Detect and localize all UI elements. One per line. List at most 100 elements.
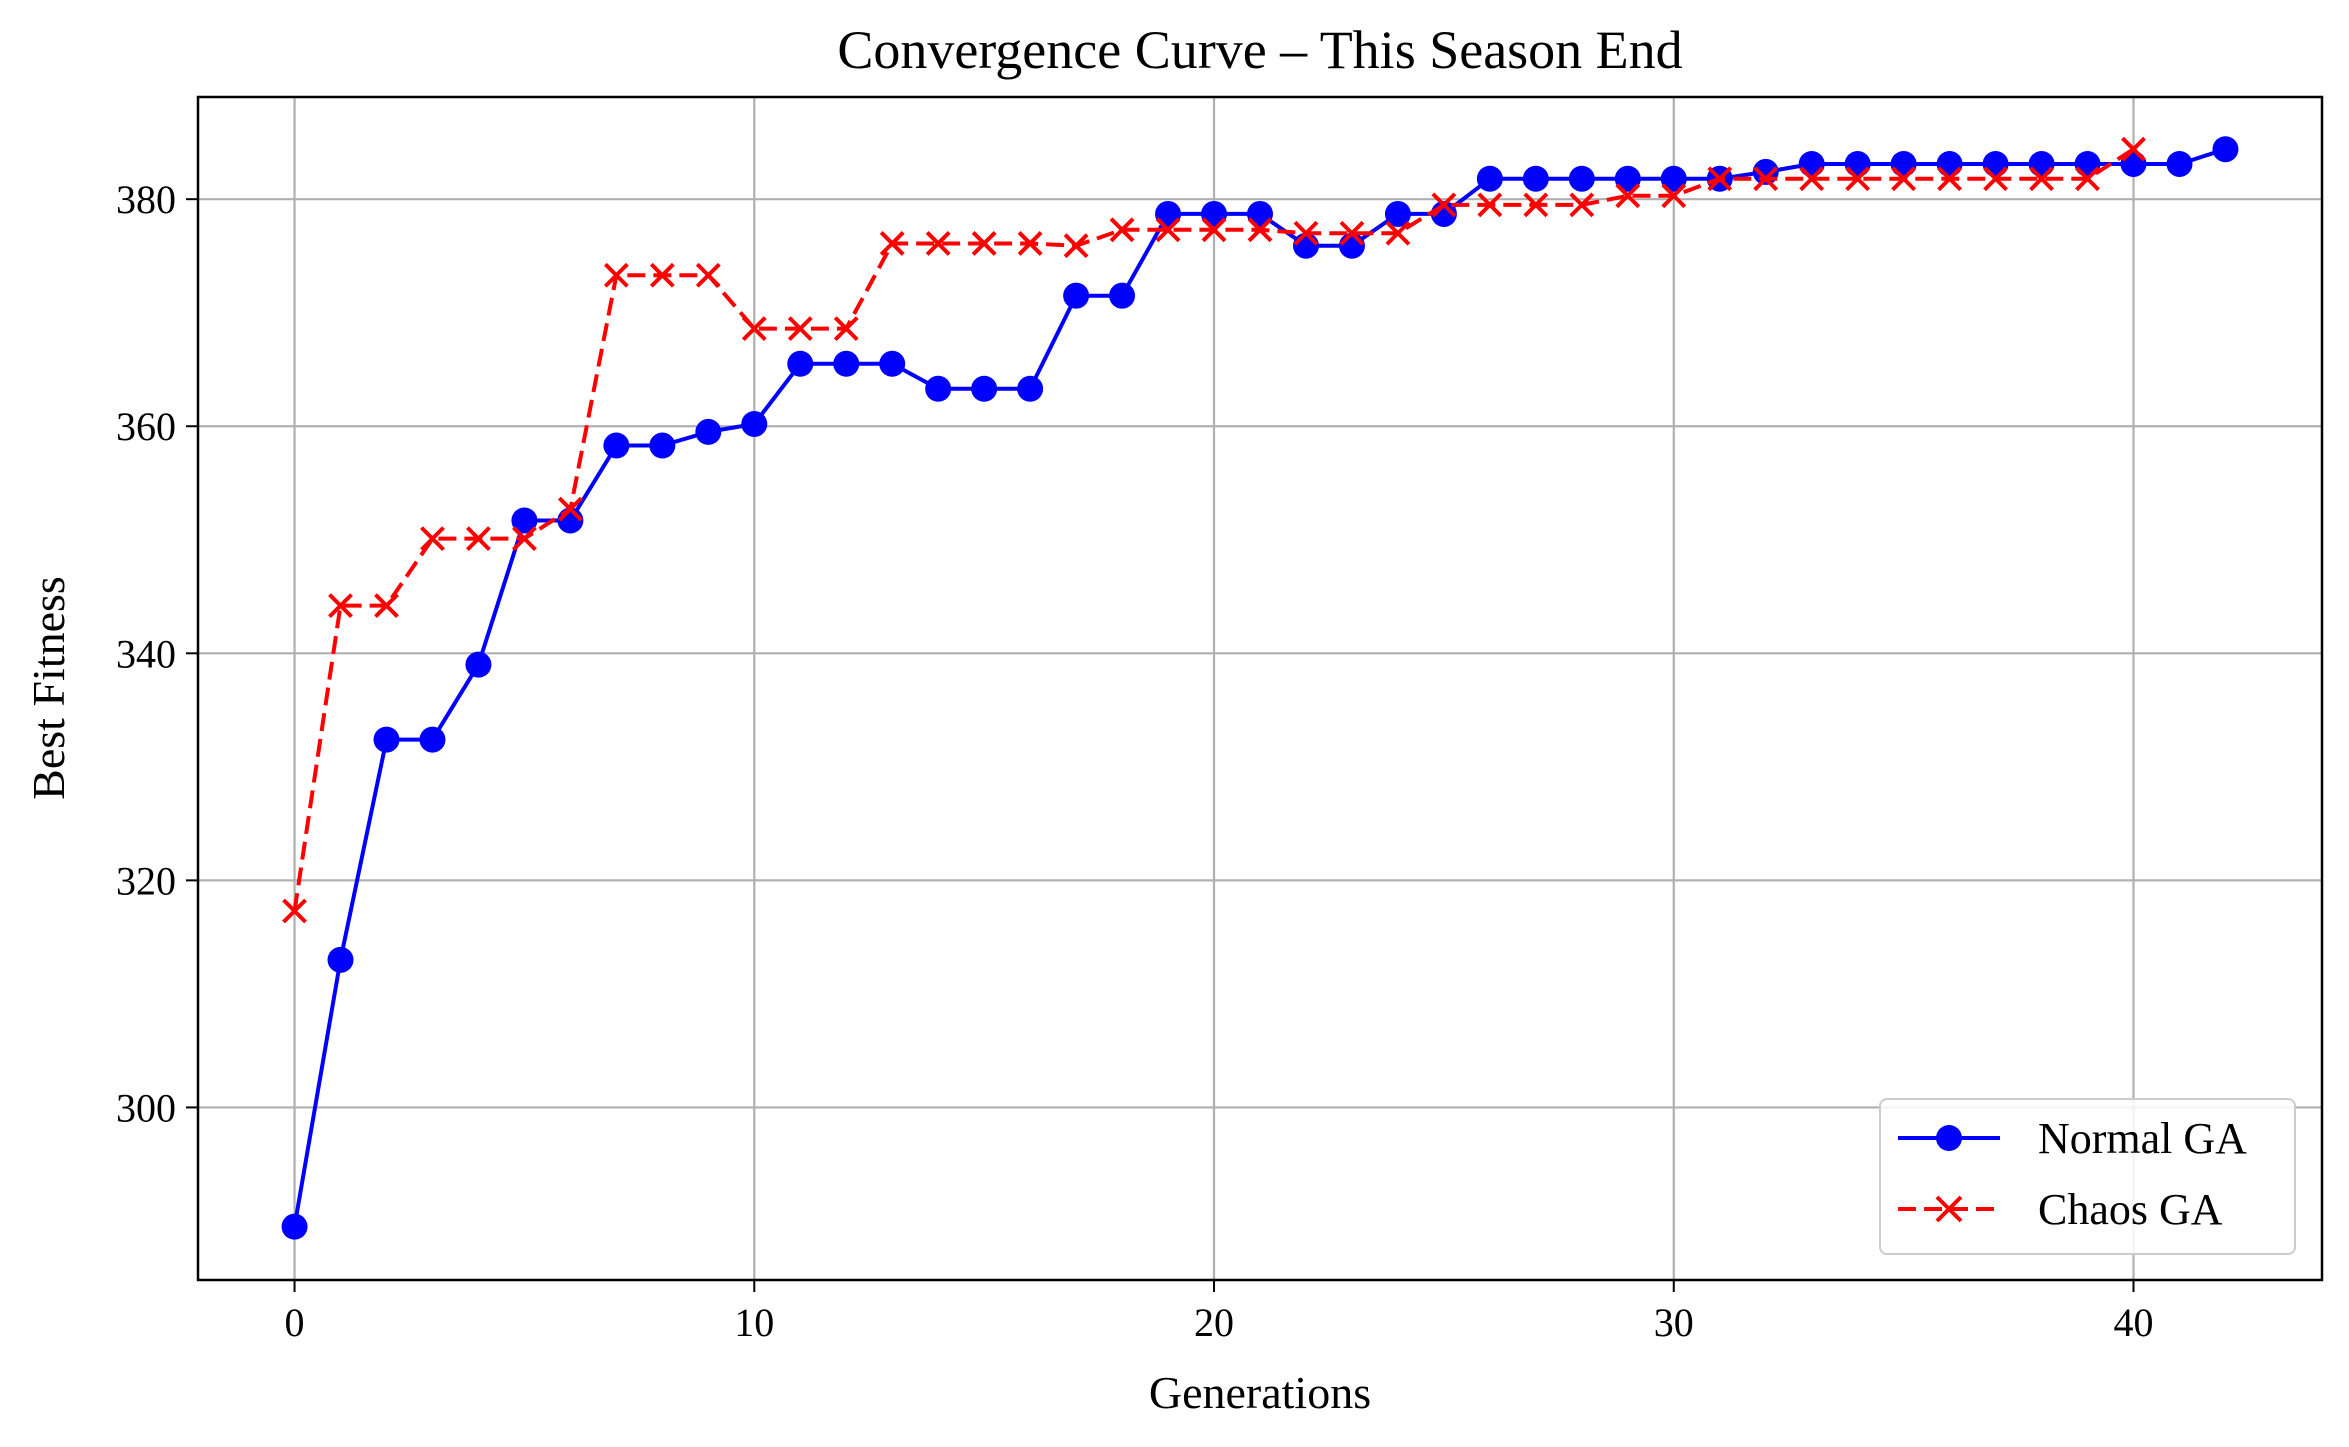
point-chaos-ga: [925, 231, 951, 256]
y-tick-label: 380: [116, 177, 176, 222]
point-chaos-ga: [1845, 166, 1871, 192]
point-chaos-ga: [557, 496, 583, 522]
point-chaos-ga: [1753, 166, 1779, 192]
point-normal-ga: [603, 432, 630, 459]
legend-label-normal-ga: Normal GA: [2038, 1114, 2247, 1163]
point-normal-ga: [1568, 165, 1595, 192]
point-normal-ga: [1798, 150, 1825, 177]
point-chaos-ga: [1661, 183, 1687, 209]
point-normal-ga: [1614, 165, 1641, 192]
legend: Normal GA Chaos GA: [1879, 1098, 2296, 1255]
point-normal-ga: [1201, 200, 1228, 227]
point-normal-ga: [1338, 232, 1365, 259]
point-chaos-ga: [1431, 192, 1457, 218]
point-chaos-ga: [1293, 220, 1319, 246]
point-normal-ga: [2028, 150, 2055, 177]
y-tick-label: 300: [116, 1085, 176, 1130]
grid: [198, 97, 2322, 1280]
point-normal-ga: [1890, 150, 1917, 177]
point-normal-ga: [1660, 165, 1687, 192]
point-chaos-ga: [1339, 220, 1365, 246]
point-normal-ga: [971, 375, 998, 402]
point-chaos-ga: [328, 593, 353, 619]
legend-marker-normal-ga: [1936, 1125, 1962, 1151]
point-chaos-ga: [466, 526, 491, 552]
point-chaos-ga: [1707, 166, 1733, 192]
point-chaos-ga: [374, 593, 399, 619]
x-tick-label: 10: [734, 1300, 774, 1345]
point-chaos-ga: [2121, 136, 2146, 162]
series-layer: [281, 136, 2239, 1240]
point-normal-ga: [1522, 165, 1549, 192]
point-chaos-ga: [1615, 183, 1641, 209]
y-tick-label: 360: [116, 404, 176, 449]
point-normal-ga: [925, 375, 952, 402]
point-normal-ga: [741, 410, 768, 437]
point-chaos-ga: [741, 316, 767, 342]
legend-label-chaos-ga: Chaos GA: [2038, 1185, 2223, 1234]
point-normal-ga: [327, 946, 354, 973]
point-chaos-ga: [1063, 233, 1089, 259]
point-normal-ga: [465, 651, 492, 678]
point-chaos-ga: [1891, 166, 1917, 192]
point-normal-ga: [695, 418, 722, 445]
point-chaos-ga: [1937, 166, 1963, 192]
y-tick-label: 340: [116, 631, 176, 676]
point-chaos-ga: [1799, 166, 1825, 192]
point-chaos-ga: [420, 526, 445, 552]
point-chaos-ga: [1201, 217, 1227, 243]
point-normal-ga: [879, 350, 906, 377]
point-chaos-ga: [1569, 192, 1595, 218]
point-normal-ga: [1384, 200, 1411, 227]
point-normal-ga: [1844, 150, 1871, 177]
x-axis-label: Generations: [1149, 1367, 1371, 1418]
point-chaos-ga: [1017, 231, 1043, 256]
x-tick-label: 20: [1194, 1300, 1234, 1345]
point-chaos-ga: [1523, 192, 1549, 218]
point-normal-ga: [787, 350, 814, 377]
series-line-normal-ga: [292, 147, 2227, 1227]
point-normal-ga: [1476, 165, 1503, 192]
point-chaos-ga: [1477, 192, 1503, 218]
point-chaos-ga: [833, 316, 859, 342]
x-tick-label: 0: [285, 1300, 305, 1345]
point-normal-ga: [1063, 282, 1090, 309]
point-normal-ga: [373, 726, 400, 753]
point-normal-ga: [2212, 136, 2239, 163]
point-chaos-ga: [603, 262, 629, 288]
point-chaos-ga: [971, 231, 997, 256]
x-tick-label: 40: [2114, 1300, 2154, 1345]
point-normal-ga: [1109, 282, 1136, 309]
point-chaos-ga: [649, 262, 675, 288]
point-chaos-ga: [879, 231, 905, 256]
x-tick-label: 30: [1654, 1300, 1694, 1345]
point-normal-ga: [1247, 200, 1273, 227]
point-chaos-ga: [1109, 217, 1135, 243]
point-chaos-ga: [282, 898, 307, 924]
point-chaos-ga: [1385, 220, 1411, 246]
point-normal-ga: [649, 432, 676, 459]
point-normal-ga: [1017, 375, 1044, 402]
axis-ticks: 0 10 20 30 40 300 320 340 360 380: [116, 177, 2154, 1345]
y-tick-label: 320: [116, 858, 176, 903]
point-normal-ga: [1292, 232, 1319, 259]
point-normal-ga: [1936, 150, 1963, 177]
point-normal-ga: [511, 507, 538, 534]
point-chaos-ga: [1155, 217, 1181, 243]
point-chaos-ga: [2029, 166, 2054, 192]
point-chaos-ga: [2075, 166, 2100, 192]
point-normal-ga: [281, 1213, 308, 1240]
point-chaos-ga: [512, 526, 537, 552]
chart-title: Convergence Curve – This Season End: [837, 20, 1682, 80]
point-normal-ga: [833, 350, 860, 377]
y-axis-label: Best Fitness: [23, 576, 74, 800]
point-chaos-ga: [1983, 166, 2008, 192]
point-normal-ga: [419, 726, 446, 753]
point-normal-ga: [1982, 150, 2009, 177]
point-chaos-ga: [1247, 217, 1273, 243]
point-normal-ga: [1155, 200, 1182, 227]
point-chaos-ga: [695, 262, 721, 288]
legend-marker-chaos-ga: [1935, 1195, 1963, 1223]
point-normal-ga: [2166, 150, 2193, 177]
